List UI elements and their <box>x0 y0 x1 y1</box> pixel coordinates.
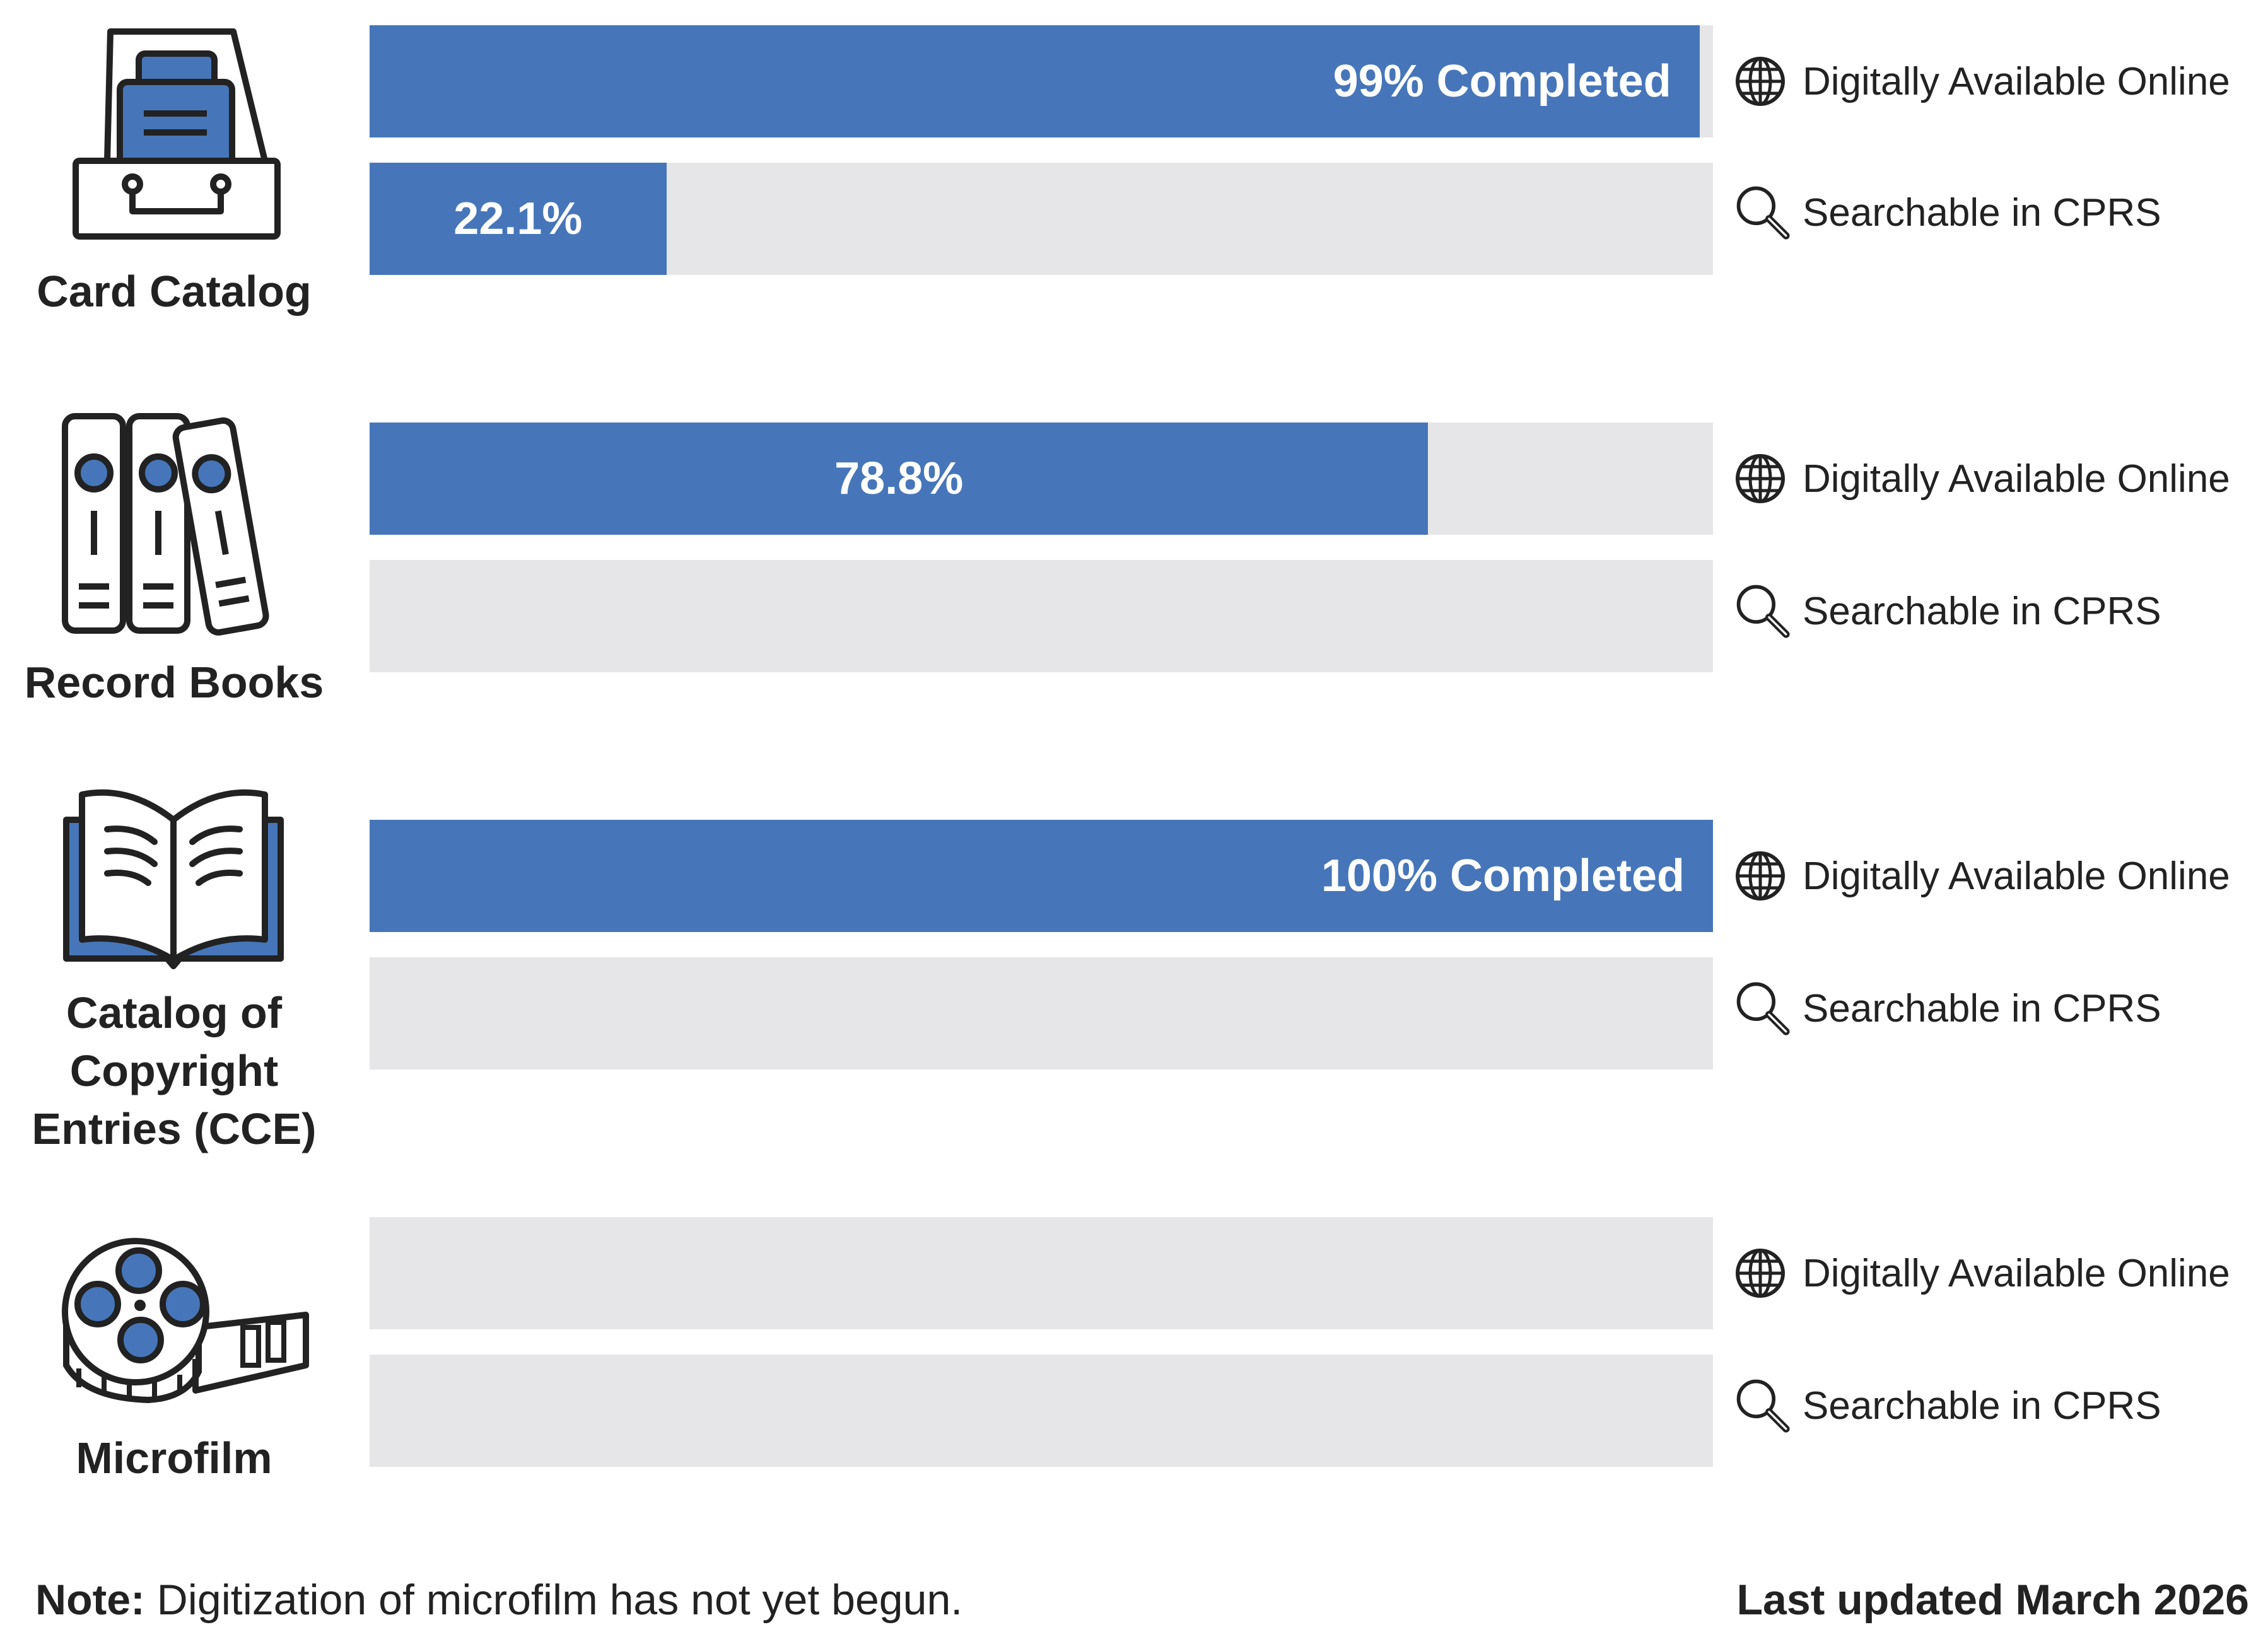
row-status-text: Digitally Available Online <box>1803 1251 2230 1295</box>
bar-track <box>370 1355 1713 1467</box>
open-book-icon <box>60 782 287 971</box>
record-books-binders-icon <box>60 410 293 637</box>
row-status: Digitally Available Online <box>1734 25 2230 137</box>
row-status: Digitally Available Online <box>1734 820 2230 932</box>
bar-data-label: 22.1% <box>453 194 583 244</box>
row-status-text: Searchable in CPRS <box>1803 589 2161 633</box>
bar-track <box>370 1217 1713 1329</box>
category-label-line: Microfilm <box>76 1433 272 1483</box>
row-status: Digitally Available Online <box>1734 423 2230 535</box>
bar-track: 78.8% <box>370 423 1713 535</box>
bar-data-label: 100% Completed <box>1321 851 1685 901</box>
bar-fill <box>370 25 1700 137</box>
row-status-text: Searchable in CPRS <box>1803 986 2161 1030</box>
bar-track: 22.1% <box>370 163 1713 275</box>
footer-last-updated: Last updated March 2026 <box>1736 1576 2249 1624</box>
magnifier-icon <box>1734 1371 1791 1440</box>
footer-note-text: Digitization of microfilm has not yet be… <box>144 1576 963 1624</box>
card-catalog-drawer-icon <box>63 19 290 246</box>
magnifier-icon <box>1734 178 1791 247</box>
globe-icon <box>1734 841 1791 911</box>
row-status: Searchable in CPRS <box>1734 1350 2161 1462</box>
magnifier-icon <box>1734 974 1791 1043</box>
row-status: Searchable in CPRS <box>1734 952 2161 1064</box>
row-status-text: Searchable in CPRS <box>1803 190 2161 235</box>
row-status-text: Digitally Available Online <box>1803 457 2230 501</box>
category-label-cce: Catalog of Copyright Entries (CCE) <box>0 984 348 1158</box>
bar-fill <box>370 820 1713 932</box>
bar-fill <box>370 423 1429 535</box>
row-status: Searchable in CPRS <box>1734 555 2161 667</box>
row-status-text: Digitally Available Online <box>1803 59 2230 103</box>
bar-fill <box>370 163 667 275</box>
category-label-line: Catalog of <box>66 988 283 1037</box>
category-label-line: Record Books <box>24 658 324 707</box>
bar-data-label: 78.8% <box>834 453 964 504</box>
category-label-microfilm: Microfilm <box>0 1429 348 1487</box>
category-label-card-catalog: Card Catalog <box>0 262 348 320</box>
row-status: Searchable in CPRS <box>1734 156 2161 269</box>
film-reel-icon <box>60 1233 312 1409</box>
globe-icon <box>1734 444 1791 513</box>
row-status: Digitally Available Online <box>1734 1217 2230 1329</box>
category-label-line: Copyright <box>69 1046 279 1095</box>
bar-track: 99% Completed <box>370 25 1713 137</box>
globe-icon <box>1734 1239 1791 1308</box>
bar-track: 100% Completed <box>370 820 1713 932</box>
category-label-line: Entries (CCE) <box>32 1104 317 1153</box>
magnifier-icon <box>1734 576 1791 646</box>
footer-note: Note: Digitization of microfilm has not … <box>35 1575 962 1624</box>
globe-icon <box>1734 47 1791 116</box>
category-label-line: Card Catalog <box>37 267 312 316</box>
category-label-record-books: Record Books <box>0 653 348 711</box>
row-status-text: Searchable in CPRS <box>1803 1384 2161 1428</box>
row-status-text: Digitally Available Online <box>1803 854 2230 898</box>
bar-data-label: 99% Completed <box>1333 56 1671 107</box>
bar-track <box>370 560 1713 672</box>
footer-note-label: Note: <box>35 1576 145 1624</box>
bar-track <box>370 957 1713 1070</box>
